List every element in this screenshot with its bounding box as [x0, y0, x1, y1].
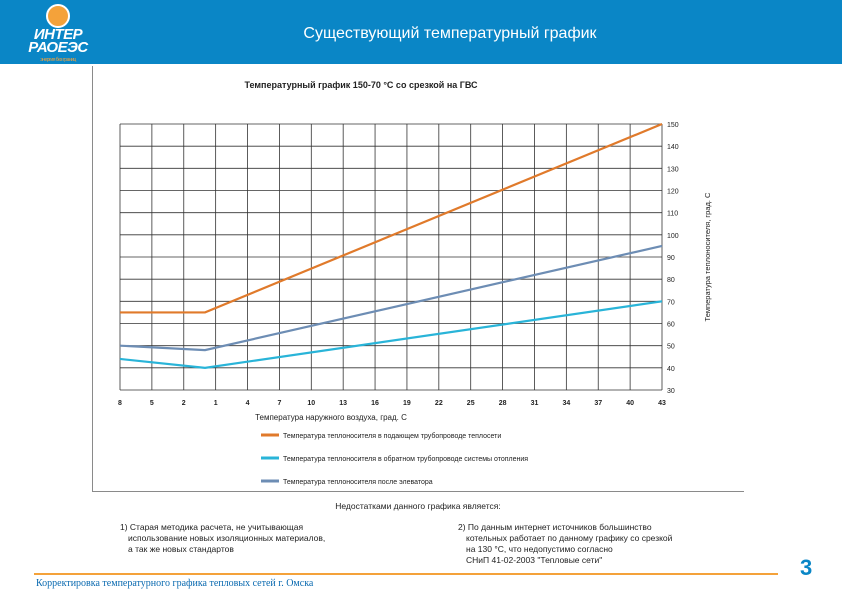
- note-2-line: СНиП 41-02-2003 "Тепловые сети": [466, 555, 603, 565]
- y-tick-label: 140: [667, 144, 679, 151]
- x-tick-label: 16: [371, 400, 379, 407]
- x-tick-label: 2: [182, 400, 186, 407]
- x-tick-label: 31: [531, 400, 539, 407]
- y-tick-label: 70: [667, 299, 675, 306]
- chart-title: Температурный график 150-70 °С со срезко…: [244, 80, 478, 90]
- x-tick-label: 10: [307, 400, 315, 407]
- note-1-line: использование новых изоляционных материа…: [128, 533, 326, 543]
- series-line-1: [120, 122, 663, 314]
- y-tick-label: 80: [667, 277, 675, 284]
- x-tick-label: 13: [339, 400, 347, 407]
- legend-label-1: Температура теплоносителя в подающем тру…: [283, 432, 501, 440]
- sun-icon: [46, 4, 70, 28]
- note-2-line: котельных работает по данному графику со…: [466, 533, 673, 543]
- x-tick-label: 19: [403, 400, 411, 407]
- legend-label-3: Температура теплоносителя после элеватор…: [283, 479, 433, 486]
- notes-section: Недостатками данного графика является: 1…: [92, 498, 744, 578]
- y-tick-label: 40: [667, 366, 675, 373]
- y-tick-label: 60: [667, 322, 675, 329]
- logo-line-2: РАОЕЭС: [28, 39, 88, 56]
- y-tick-label: 100: [667, 233, 679, 240]
- logo-line-1: ИНТЕР: [33, 26, 83, 43]
- x-tick-label: 25: [467, 400, 475, 407]
- company-logo: ИНТЕР РАОЕЭС энергия без границ: [18, 4, 98, 63]
- notes-title: Недостатками данного графика является:: [335, 501, 501, 511]
- y-tick-label: 90: [667, 255, 675, 262]
- y-tick-label: 150: [667, 122, 679, 129]
- y-tick-label: 110: [667, 211, 678, 218]
- x-tick-label: 4: [246, 400, 250, 407]
- x-tick-label: 37: [594, 400, 602, 407]
- header-bar: ИНТЕР РАОЕЭС энергия без границ Существу…: [0, 0, 842, 64]
- footer-divider: [34, 573, 778, 575]
- series-line-2: [119, 300, 663, 369]
- x-tick-label: 7: [277, 400, 281, 407]
- note-2-line: 2) По данным интернет источников большин…: [458, 522, 652, 532]
- note-1-line: а так же новых стандартов: [128, 544, 234, 554]
- y-tick-label: 130: [667, 166, 679, 173]
- y-tick-label: 120: [667, 189, 679, 196]
- y-axis-label: Температура теплоносителя, град. С: [703, 192, 712, 321]
- footer-caption: Корректировка температурного графика теп…: [36, 578, 314, 589]
- y-tick-label: 50: [667, 344, 675, 351]
- note-1-line: 1) Старая методика расчета, не учитывающ…: [120, 522, 304, 532]
- x-tick-label: 43: [658, 400, 666, 407]
- page-number: 3: [800, 555, 813, 580]
- x-tick-label: 8: [118, 400, 122, 407]
- x-tick-label: 28: [499, 400, 507, 407]
- logo-tagline: энергия без границ: [40, 57, 76, 63]
- y-tick-label: 30: [667, 388, 675, 395]
- series-line-3: [119, 244, 663, 352]
- x-tick-label: 34: [562, 400, 570, 407]
- note-1: 1) Старая методика расчета, не учитывающ…: [120, 522, 420, 555]
- legend-label-2: Температура теплоносителя в обратном тру…: [283, 455, 528, 463]
- x-tick-label: 5: [150, 400, 154, 407]
- x-tick-label: 1: [214, 400, 218, 407]
- temperature-chart: Температурный график 150-70 °С со срезко…: [118, 80, 712, 486]
- note-2-line: на 130 °С, что недопустимо согласно: [466, 544, 613, 554]
- note-2: 2) По данным интернет источников большин…: [458, 522, 748, 566]
- x-tick-label: 22: [435, 400, 443, 407]
- chart-panel: Температурный график 150-70 °С со срезко…: [92, 66, 744, 492]
- x-tick-label: 40: [626, 400, 634, 407]
- x-axis-label: Температура наружного воздуха, град. С: [255, 413, 407, 422]
- page-title: Существующий температурный график: [303, 25, 597, 42]
